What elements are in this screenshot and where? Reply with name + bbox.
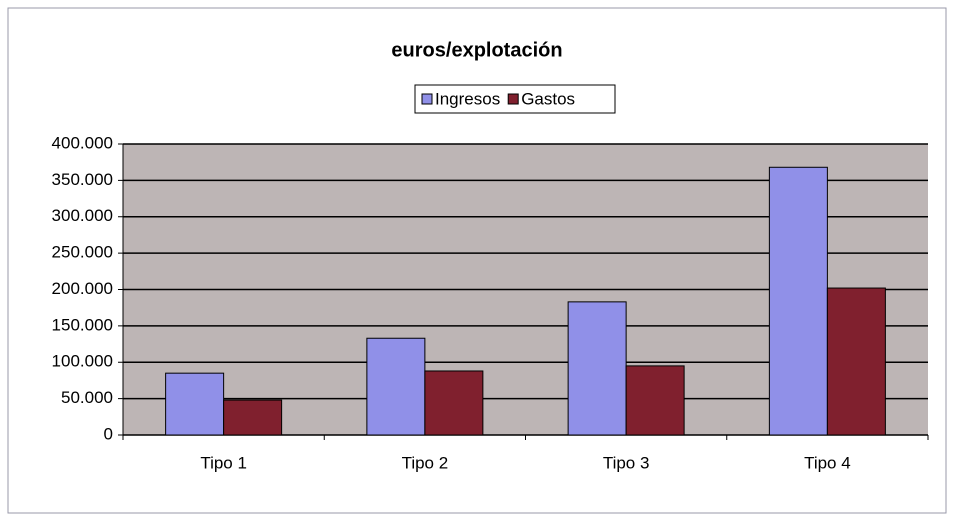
y-tick-label: 50.000: [61, 388, 113, 407]
y-tick-label: 400.000: [52, 133, 113, 152]
y-tick-label: 300.000: [52, 206, 113, 225]
legend-swatch: [421, 93, 433, 105]
x-tick-label: Tipo 3: [603, 453, 650, 472]
bar: [165, 372, 225, 436]
bar: [768, 166, 828, 436]
x-tick-label: Tipo 1: [200, 453, 247, 472]
legend-label: Ingresos: [435, 89, 500, 108]
y-tick-label: 200.000: [52, 279, 113, 298]
y-tick-label: 350.000: [52, 170, 113, 189]
legend-label: Gastos: [521, 89, 575, 108]
x-tick-label: Tipo 4: [804, 453, 851, 472]
bar: [826, 287, 886, 436]
bar: [366, 337, 426, 436]
bar: [424, 370, 484, 436]
y-tick-label: 250.000: [52, 243, 113, 262]
y-tick-label: 0: [104, 424, 113, 443]
y-tick-label: 100.000: [52, 352, 113, 371]
legend-swatch: [507, 93, 519, 105]
bar: [223, 399, 283, 436]
chart-title: euros/explotación: [391, 39, 562, 61]
bar: [625, 365, 685, 436]
x-tick-label: Tipo 2: [402, 453, 449, 472]
y-tick-label: 150.000: [52, 315, 113, 334]
bar: [567, 301, 627, 436]
